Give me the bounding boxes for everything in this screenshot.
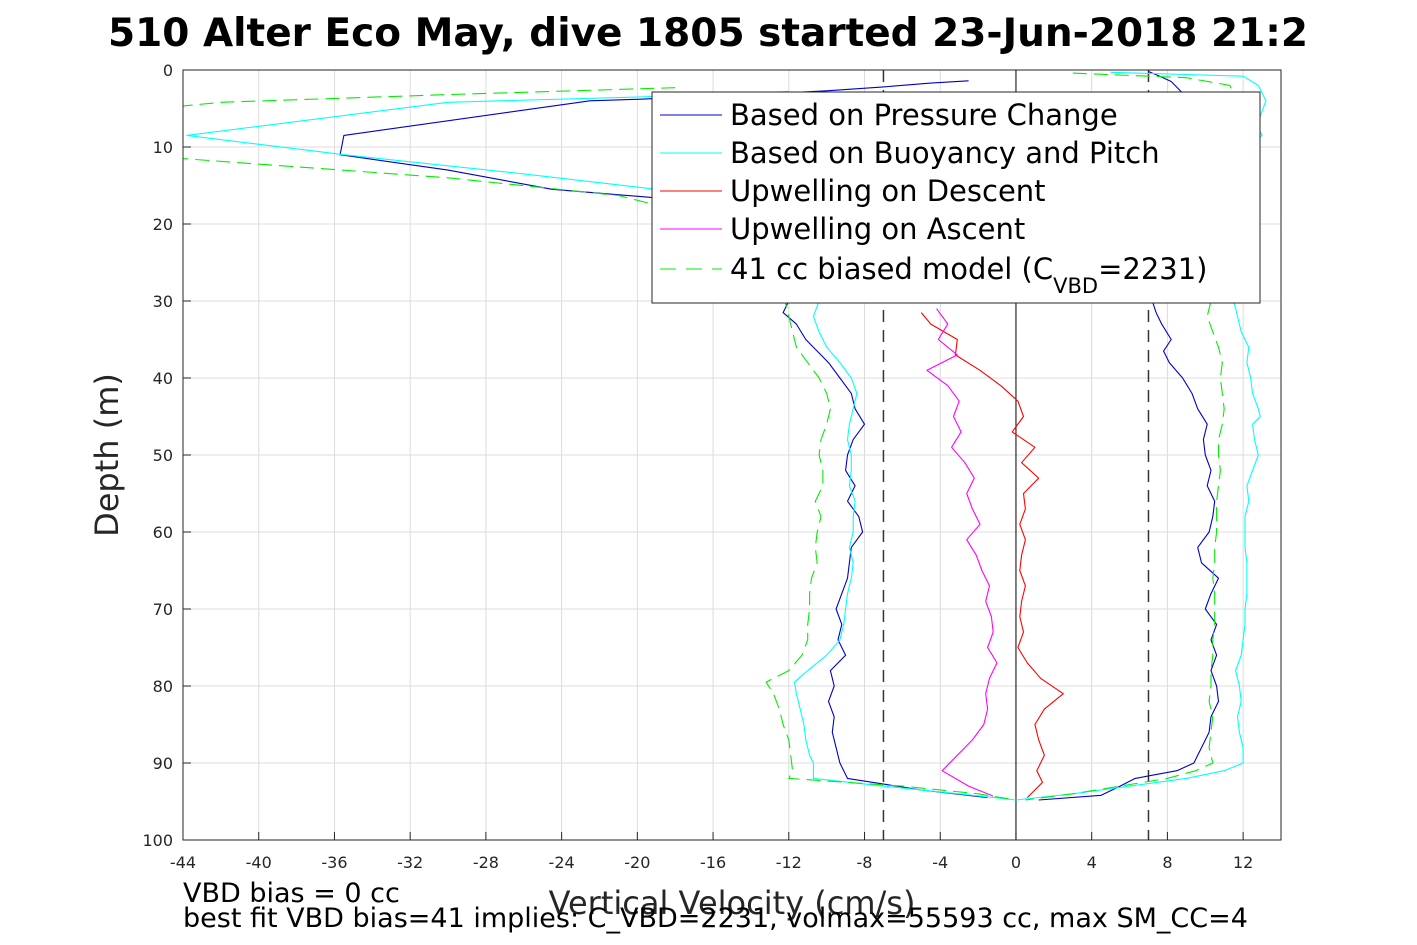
- series-line-4-branch-1: [1025, 72, 1242, 801]
- series-line-2-branch-0: [920, 312, 1064, 798]
- axes-box: [182, 69, 1282, 841]
- x-tick-label: -8: [857, 853, 873, 872]
- y-tick-label: 70: [153, 600, 173, 619]
- legend-label-descent: Upwelling on Descent: [730, 174, 1046, 208]
- x-tick-label: -28: [473, 853, 499, 872]
- y-tick-label: 80: [153, 677, 173, 696]
- x-tick-label: -24: [549, 853, 575, 872]
- legend-label-buoyancy: Based on Buoyancy and Pitch: [730, 136, 1160, 170]
- y-tick-label: 60: [153, 523, 173, 542]
- x-tick-label: -16: [700, 853, 726, 872]
- legend: Based on Pressure Change Based on Buoyan…: [651, 91, 1261, 304]
- legend-model-subscript: VBD: [1053, 274, 1098, 298]
- legend-model-prefix: 41 cc biased model (C: [730, 252, 1053, 286]
- x-tick-label: -12: [776, 853, 802, 872]
- x-tick-label: -36: [321, 853, 347, 872]
- x-tick-label: 12: [1233, 853, 1253, 872]
- y-tick-label: 90: [153, 754, 173, 773]
- y-tick-label: 50: [153, 446, 173, 465]
- note-vbd-bias: VBD bias = 0 cc: [183, 878, 400, 909]
- legend-model-suffix: =2231): [1098, 252, 1207, 286]
- legend-label-pressure: Based on Pressure Change: [730, 98, 1118, 132]
- y-tick-label: 100: [142, 831, 173, 850]
- y-tick-label: 30: [153, 292, 173, 311]
- x-tick-label: 0: [1011, 853, 1021, 872]
- series-line-3-branch-0: [926, 308, 998, 797]
- x-tick-label: -4: [932, 853, 948, 872]
- x-axis-label: Vertical Velocity (cm/s): [549, 884, 916, 922]
- y-tick-label: 10: [153, 138, 173, 157]
- y-tick-label: 40: [153, 369, 173, 388]
- x-tick-label: -32: [397, 853, 423, 872]
- note-best-fit: best fit VBD bias=41 implies: C_VBD=2231…: [183, 903, 1248, 934]
- x-tick-labels: -44 -40 -36 -32 -28 -24 -20 -16 -12 -8 -4 0 4 8 12: [170, 853, 1253, 872]
- x-tick-label: 8: [1162, 853, 1172, 872]
- y-tick-labels: 0 10 20 30 40 50 60 70 80 90 100: [142, 61, 173, 850]
- y-tick-label: 0: [163, 61, 173, 80]
- legend-box: [651, 91, 1261, 304]
- legend-label-ascent: Upwelling on Ascent: [730, 212, 1025, 246]
- x-tick-label: -44: [170, 853, 196, 872]
- y-axis-label: Depth (m): [88, 373, 126, 537]
- legend-label-model: 41 cc biased model (CVBD=2231): [730, 252, 1208, 298]
- y-tick-label: 20: [153, 215, 173, 234]
- chart-title: 510 Alter Eco May, dive 1805 started 23-…: [108, 11, 1308, 56]
- x-tick-label: 4: [1087, 853, 1097, 872]
- x-tick-label: -20: [624, 853, 650, 872]
- x-tick-label: -40: [246, 853, 272, 872]
